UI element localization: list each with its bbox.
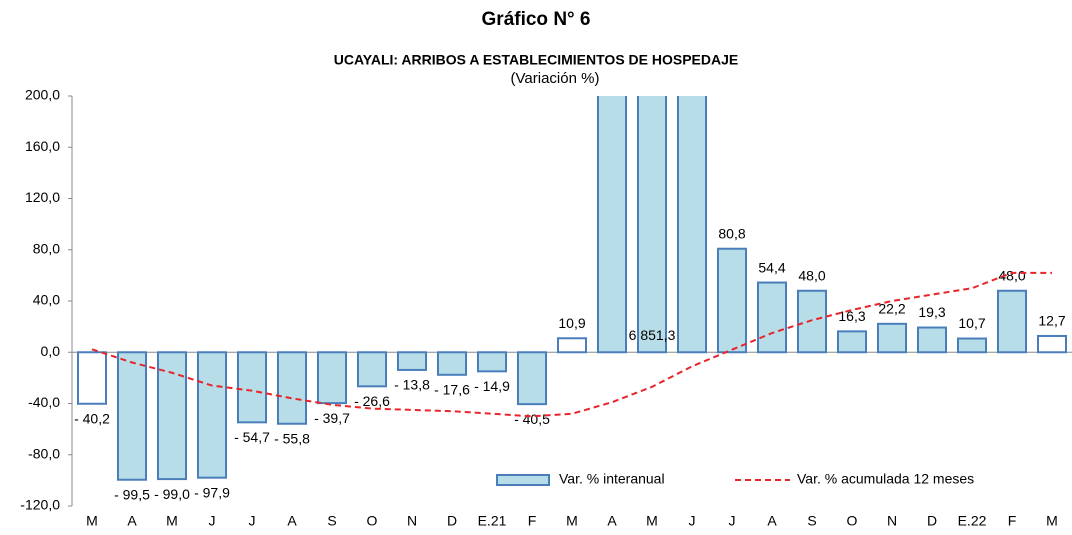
x-tick-label: O (847, 513, 858, 529)
x-tick-label: E.22 (958, 513, 987, 529)
bar (637, 96, 667, 354)
x-tick-label: S (327, 513, 336, 529)
bar (117, 351, 147, 481)
bar (557, 337, 587, 354)
x-tick-label: J (689, 513, 696, 529)
x-tick-label: A (127, 513, 137, 529)
x-tick-label: M (166, 513, 178, 529)
y-tick-label: 120,0 (25, 189, 60, 205)
y-tick-label: 0,0 (41, 343, 61, 359)
x-tick-label: J (729, 513, 736, 529)
data-label: 22,2 (878, 301, 905, 317)
bar (797, 289, 827, 354)
data-label: - 55,8 (274, 430, 310, 446)
data-label: - 17,6 (434, 382, 470, 398)
data-label: 54,4 (758, 259, 785, 275)
data-label: - 40,2 (74, 410, 110, 426)
bar (357, 351, 387, 388)
x-tick-label: N (887, 513, 897, 529)
y-tick-label: -40,0 (28, 394, 60, 410)
bar (197, 351, 227, 479)
bar (517, 351, 547, 406)
data-label: - 39,7 (314, 410, 350, 426)
bar (157, 351, 187, 481)
bar (957, 337, 987, 354)
bar (757, 281, 787, 354)
bar (437, 351, 467, 376)
x-tick-label: J (209, 513, 216, 529)
chart-title: Gráfico N° 6 (482, 9, 591, 30)
bar (877, 322, 907, 354)
data-label: 6 851,3 (629, 327, 676, 343)
data-label: - 13,8 (394, 377, 430, 393)
data-label: - 99,5 (114, 486, 150, 502)
bar (717, 247, 747, 354)
legend-label: Var. % acumulada 12 meses (797, 471, 974, 487)
x-tick-label: N (407, 513, 417, 529)
x-tick-label: A (607, 513, 617, 529)
bar (477, 351, 507, 373)
x-tick-label: M (1046, 513, 1058, 529)
bar (397, 351, 427, 371)
x-tick-label: S (807, 513, 816, 529)
x-tick-label: M (86, 513, 98, 529)
data-label: 10,7 (958, 315, 985, 331)
x-tick-label: D (447, 513, 457, 529)
x-tick-label: O (367, 513, 378, 529)
data-label: - 97,9 (194, 484, 230, 500)
y-tick-label: 80,0 (33, 240, 60, 256)
x-tick-label: F (1008, 513, 1017, 529)
x-tick-label: A (287, 513, 297, 529)
y-tick-label: 160,0 (25, 138, 60, 154)
data-label: 16,3 (838, 308, 865, 324)
data-label: 10,9 (558, 315, 585, 331)
bar (837, 330, 867, 354)
bar (317, 351, 347, 405)
legend-swatch (496, 474, 550, 486)
bar (1037, 334, 1067, 354)
chart-subtitle: UCAYALI: ARRIBOS A ESTABLECIMIENTOS DE H… (334, 52, 739, 68)
y-tick-label: -80,0 (28, 445, 60, 461)
x-tick-label: D (927, 513, 937, 529)
y-tick-label: 200,0 (25, 87, 60, 103)
bar (277, 351, 307, 425)
bar (597, 96, 627, 354)
plot-area (72, 96, 1072, 481)
bar (997, 289, 1027, 354)
line (91, 271, 1052, 418)
data-label: - 99,0 (154, 486, 190, 502)
x-tick-label: M (566, 513, 578, 529)
bar (237, 351, 267, 424)
data-label: 80,8 (718, 225, 745, 241)
legend-label: Var. % interanual (559, 471, 665, 487)
data-label: - 14,9 (474, 378, 510, 394)
data-label: - 40,5 (514, 411, 550, 427)
x-tick-label: E.21 (478, 513, 507, 529)
x-tick-label: F (528, 513, 537, 529)
data-label: 48,0 (998, 267, 1025, 283)
bar (77, 351, 107, 405)
x-tick-label: A (767, 513, 777, 529)
data-label: 48,0 (798, 267, 825, 283)
bar (677, 96, 707, 354)
data-label: - 54,7 (234, 429, 270, 445)
bar (917, 326, 947, 354)
y-label: (Variación %) (511, 70, 600, 87)
y-tick-label: -120,0 (20, 497, 60, 513)
data-label: 19,3 (918, 304, 945, 320)
x-tick-label: M (646, 513, 658, 529)
data-label: - 26,6 (354, 393, 390, 409)
x-tick-label: J (249, 513, 256, 529)
y-tick-label: 40,0 (33, 292, 60, 308)
data-label: 12,7 (1038, 313, 1065, 329)
